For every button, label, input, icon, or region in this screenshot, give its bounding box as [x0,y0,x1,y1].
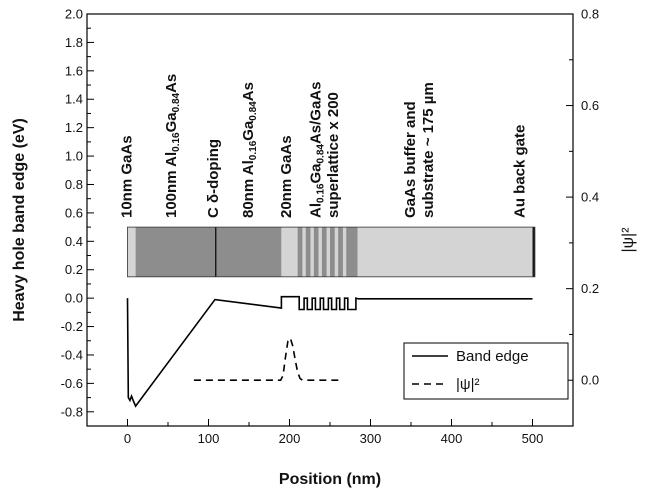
layer-label-1: 100nm Al0.16Ga0.84As [163,74,182,218]
layer-label-9: Au back gate [511,125,528,218]
layer-segment-15 [338,227,343,277]
layer-segment-5 [297,227,303,277]
legend-label-band-edge: Band edge [456,348,529,365]
legend-box [403,342,569,400]
series-line-psi-squared [193,336,343,382]
layer-segment-19 [532,227,535,277]
y-tick-label-0.6: 0.6 [65,205,83,220]
y-tick-label--0.8: -0.8 [61,404,83,419]
y-tick-label--0.2: -0.2 [61,319,83,334]
y2-tick-label-0.6: 0.6 [581,98,599,113]
legend-label-psi: |ψ|² [456,376,479,393]
y-tick-label-1.0: 1.0 [65,149,83,164]
layer-segment-14 [334,227,339,277]
layer-label-7: GaAs buffer and [402,101,419,218]
y-tick-label-0.2: 0.2 [65,262,83,277]
y-tick-label-1.2: 1.2 [65,120,83,135]
layer-label-5: Al0.16Ga0.84As/GaAs [307,82,326,218]
layer-segment-10 [318,227,322,277]
y-tick-label-1.4: 1.4 [65,92,83,107]
layer-segment-1 [135,227,215,277]
y-tick-label-0.4: 0.4 [65,234,83,249]
y-tick-label-0.8: 0.8 [65,177,83,192]
y-axis-title: Heavy hole band edge (eV) [11,118,28,322]
layer-segment-16 [342,227,347,277]
layer-segment-17 [346,227,358,277]
y-tick-label--0.6: -0.6 [61,376,83,391]
x-tick-label-0: 0 [124,431,131,446]
layer-segment-12 [326,227,330,277]
layer-strip-outline [127,226,536,278]
x-tick-label-100: 100 [198,431,220,446]
x-tick-label-400: 400 [441,431,463,446]
layer-strip [127,226,536,278]
layer-segment-18 [357,227,533,277]
layer-label-8: substrate ~ 175 µm [420,82,437,218]
layer-label-3: 80nm Al0.16Ga0.84As [240,82,259,218]
layer-annotations: 10nm GaAs 100nm Al0.16Ga0.84As C δ-doping 8… [119,74,529,218]
axis-ticks: 0 100 200 300 400 500 -0.8 -0.6 -0.4 -0.2 0.0 0.2 0.… [61,7,599,447]
layer-segment-3 [216,227,282,277]
y2-tick-label-0.4: 0.4 [581,190,599,205]
y-tick-label-1.8: 1.8 [65,35,83,50]
layer-label-4: 20nm GaAs [278,135,295,218]
layer-segment-0 [127,227,136,277]
y2-tick-label-0.0: 0.0 [581,373,599,388]
layer-segment-8 [310,227,314,277]
series-layer [126,295,533,408]
y-tick-label-1.6: 1.6 [65,63,83,78]
y2-tick-label-0.2: 0.2 [581,281,599,296]
y-tick-label-0.0: 0.0 [65,291,83,306]
legend: Band edge |ψ|² [403,342,569,400]
x-tick-label-200: 200 [279,431,301,446]
layer-segment-2 [214,227,217,277]
layer-segment-4 [281,227,298,277]
layer-label-0: 10nm GaAs [119,135,136,218]
layer-segment-13 [330,227,335,277]
y2-axis-title: |ψ|² [620,227,637,253]
y2-tick-label-0.8: 0.8 [581,7,599,22]
layer-label-2: C δ-doping [205,139,222,218]
layer-segment-6 [302,227,306,277]
x-tick-label-300: 300 [360,431,382,446]
layer-segment-11 [321,227,327,277]
layer-segment-9 [313,227,319,277]
layer-label-6: superlattice x 200 [325,92,342,218]
y-tick-label--0.4: -0.4 [61,347,83,362]
x-axis-title: Position (nm) [279,471,381,488]
series-line-band-edge [126,295,533,408]
layer-segment-7 [305,227,311,277]
x-tick-label-500: 500 [522,431,544,446]
y-tick-label-2.0: 2.0 [65,7,83,22]
